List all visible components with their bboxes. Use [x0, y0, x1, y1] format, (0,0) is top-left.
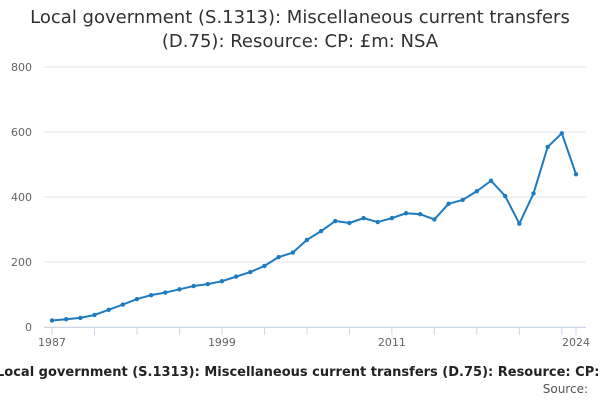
data-point-2022[interactable] — [545, 144, 550, 150]
data-point-1989[interactable] — [78, 315, 83, 321]
footer-source: Source: — [542, 382, 588, 396]
data-point-2010[interactable] — [375, 219, 380, 225]
data-point-1990[interactable] — [92, 312, 97, 318]
y-tick-label: 400 — [11, 191, 32, 204]
data-point-2012[interactable] — [403, 211, 409, 216]
data-point-1996[interactable] — [177, 287, 182, 292]
data-point-2018[interactable] — [488, 178, 494, 183]
data-point-2017[interactable] — [474, 188, 480, 194]
y-tick-label: 0 — [25, 321, 32, 334]
data-point-2020[interactable] — [517, 221, 522, 226]
y-tick-label: 200 — [11, 256, 32, 269]
data-point-2001[interactable] — [248, 269, 253, 275]
footer-title: Local government (S.1313): Miscellaneous… — [0, 365, 600, 380]
data-point-2004[interactable] — [290, 250, 295, 255]
data-point-2006[interactable] — [318, 228, 324, 234]
data-point-2016[interactable] — [460, 197, 465, 203]
data-point-2014[interactable] — [432, 217, 437, 222]
series-line — [51, 132, 577, 322]
x-tick-label: 2011 — [378, 336, 406, 349]
data-point-2024[interactable] — [573, 172, 579, 177]
data-point-2011[interactable] — [389, 215, 395, 221]
data-point-2000[interactable] — [233, 274, 239, 279]
x-tick-label: 1987 — [38, 336, 66, 349]
data-point-2008[interactable] — [347, 220, 352, 226]
data-point-2002[interactable] — [262, 263, 267, 269]
series-layer — [49, 131, 579, 323]
data-point-2023[interactable] — [559, 131, 565, 136]
data-point-2013[interactable] — [418, 212, 423, 217]
data-point-2003[interactable] — [276, 254, 281, 260]
y-tick-label: 600 — [11, 126, 32, 139]
y-tick-label: 800 — [11, 61, 32, 74]
x-axis: 1987 1999 2011 2024 — [38, 327, 590, 349]
data-point-1992[interactable] — [120, 302, 126, 307]
data-point-1991[interactable] — [106, 307, 111, 312]
data-point-1988[interactable] — [63, 317, 69, 322]
data-point-1998[interactable] — [205, 281, 210, 287]
data-point-2005[interactable] — [304, 237, 310, 243]
data-point-2009[interactable] — [361, 215, 366, 221]
data-point-1987[interactable] — [49, 318, 55, 323]
data-point-2007[interactable] — [333, 218, 338, 224]
data-point-1994[interactable] — [148, 292, 154, 298]
data-point-1995[interactable] — [163, 290, 168, 295]
data-point-1999[interactable] — [219, 278, 225, 284]
data-point-1997[interactable] — [191, 283, 196, 289]
data-point-2015[interactable] — [446, 201, 451, 207]
data-point-2019[interactable] — [502, 193, 508, 199]
y-axis: 0 200 400 600 800 — [11, 61, 32, 334]
x-tick-label: 1999 — [208, 336, 236, 349]
chart-title: Local government (S.1313): Miscellaneous… — [30, 7, 570, 52]
x-tick-label: 2024 — [562, 336, 590, 349]
data-point-1993[interactable] — [134, 296, 140, 302]
data-point-2021[interactable] — [531, 191, 536, 196]
